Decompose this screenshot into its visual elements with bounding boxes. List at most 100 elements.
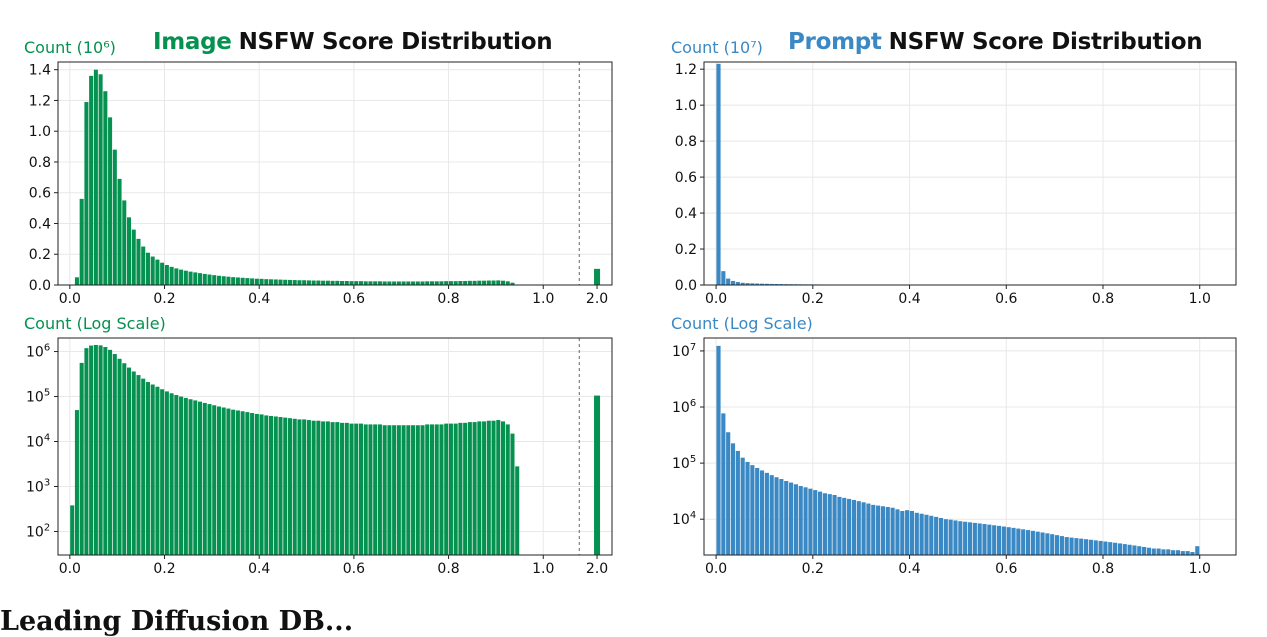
x-tick-label: 0.6 xyxy=(343,291,365,307)
histogram-bar xyxy=(184,398,188,555)
histogram-bar xyxy=(198,273,202,285)
x-tick-label: 1.0 xyxy=(532,561,554,577)
histogram-bar xyxy=(915,513,919,555)
y-tick-label: 0.6 xyxy=(29,186,51,202)
histogram-bar xyxy=(992,525,996,555)
histogram-bar xyxy=(406,281,410,285)
histogram-bar xyxy=(283,418,287,555)
x-tick-label: 0.4 xyxy=(248,561,270,577)
histogram-bar xyxy=(373,281,377,285)
histogram-bar xyxy=(492,281,496,285)
histogram-bar xyxy=(203,403,207,555)
histogram-bar xyxy=(949,520,953,555)
x-tick-label: 0.0 xyxy=(705,291,727,307)
histogram-bar xyxy=(321,421,325,555)
histogram-bar xyxy=(1074,538,1078,555)
histogram-bar xyxy=(1094,540,1098,555)
histogram-bar xyxy=(250,413,254,555)
histogram-bar xyxy=(118,179,122,285)
histogram-bar xyxy=(189,399,193,555)
plot-frame xyxy=(704,62,1236,285)
histogram-bar xyxy=(392,425,396,555)
histogram-bar xyxy=(1016,529,1020,555)
histogram-bar xyxy=(939,518,943,555)
histogram-bar xyxy=(871,505,875,555)
histogram-bar xyxy=(1040,532,1044,555)
histogram-bar xyxy=(1026,530,1030,555)
x-tick-label: 0.8 xyxy=(437,291,459,307)
histogram-bar xyxy=(1176,550,1180,555)
histogram-bar xyxy=(165,265,169,285)
histogram-bar xyxy=(1103,542,1107,555)
histogram-bar xyxy=(99,74,103,285)
histogram-bar xyxy=(1195,546,1199,555)
histogram-bar xyxy=(236,410,240,555)
histogram-bar xyxy=(127,217,131,285)
histogram-bar xyxy=(997,526,1001,555)
histogram-bar xyxy=(799,486,803,555)
y-tick-label: 1.0 xyxy=(675,98,697,114)
histogram-bar xyxy=(833,495,837,555)
histogram-bar xyxy=(354,281,358,285)
histogram-bar xyxy=(895,509,899,555)
histogram-bar xyxy=(794,484,798,555)
histogram-bar xyxy=(1011,528,1015,555)
histogram-bar xyxy=(1128,545,1132,555)
histogram-bar xyxy=(1036,532,1040,555)
histogram-bar xyxy=(1079,539,1083,555)
histogram-bar xyxy=(468,281,472,285)
histogram-bar xyxy=(726,432,730,555)
y-tick-label: 106 xyxy=(26,343,50,361)
histogram-bar xyxy=(929,516,933,555)
histogram-bar xyxy=(307,280,311,285)
histogram-bar xyxy=(103,91,107,285)
histogram-bar xyxy=(721,413,725,555)
histogram-bar xyxy=(765,473,769,555)
histogram-bar xyxy=(378,281,382,285)
histogram-bar xyxy=(435,424,439,555)
histogram-bar xyxy=(477,421,481,555)
histogram-bar xyxy=(397,425,401,555)
y-tick-label: 103 xyxy=(26,477,50,495)
histogram-bar xyxy=(274,416,278,555)
histogram-bar xyxy=(808,489,812,555)
histogram-bar xyxy=(487,421,491,555)
histogram-bar xyxy=(473,422,477,555)
histogram-bar xyxy=(1113,543,1117,555)
histogram-bar xyxy=(496,420,500,555)
x-tick-label-outlier: 2.0 xyxy=(586,561,608,577)
histogram-bar xyxy=(269,416,273,555)
histogram-bar xyxy=(127,368,131,555)
histogram-bar xyxy=(174,395,178,555)
histogram-bar xyxy=(326,281,330,285)
histogram-bar xyxy=(982,524,986,555)
histogram-bar xyxy=(501,421,505,555)
histogram-bar xyxy=(212,405,216,555)
histogram-bar xyxy=(94,70,98,285)
histogram-bar xyxy=(193,400,197,555)
histogram-bar xyxy=(122,363,126,555)
histogram-bar xyxy=(340,423,344,555)
histogram-bar xyxy=(203,274,207,285)
histogram-bar xyxy=(368,281,372,285)
histogram-bar xyxy=(406,425,410,555)
histogram-bar xyxy=(444,424,448,555)
histogram-bar xyxy=(89,76,93,285)
histogram-bar xyxy=(755,468,759,555)
y-tick-label: 106 xyxy=(672,398,696,416)
histogram-bar xyxy=(968,522,972,555)
histogram-bar xyxy=(973,523,977,555)
histogram-bar xyxy=(113,354,117,555)
histogram-bar xyxy=(184,271,188,285)
histogram-bar xyxy=(132,230,136,285)
histogram-bar xyxy=(207,404,211,555)
histogram-bar xyxy=(736,451,740,555)
y-tick-label: 0.0 xyxy=(29,278,51,294)
histogram-bar xyxy=(978,523,982,555)
histogram-bar xyxy=(155,387,159,555)
histogram-bar xyxy=(416,425,420,555)
y-tick-label: 1.4 xyxy=(29,63,51,79)
histogram-bar xyxy=(345,423,349,555)
